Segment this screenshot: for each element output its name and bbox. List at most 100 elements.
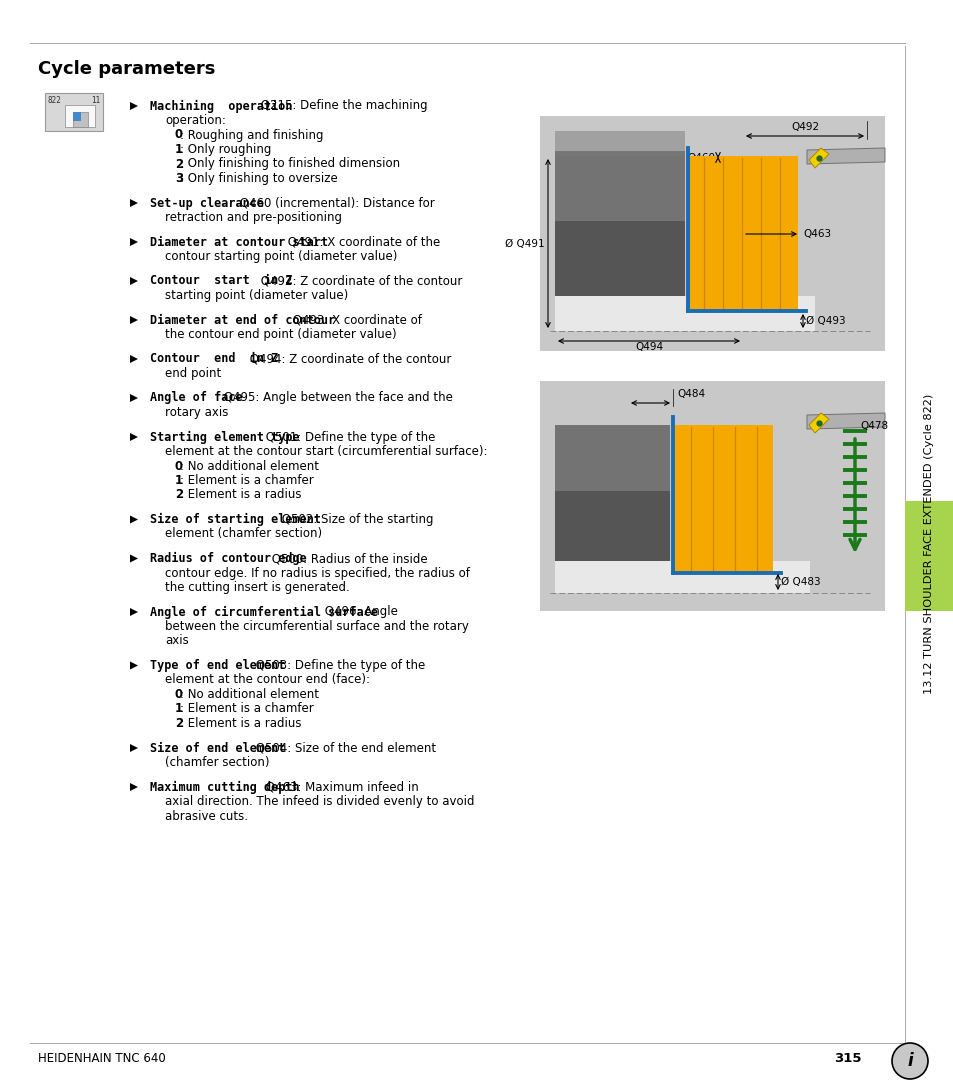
Polygon shape [130,661,138,670]
Bar [687,156,797,311]
Polygon shape [130,199,138,207]
Text: Q492: Q492 [790,122,819,132]
Text: Diameter at contour start: Diameter at contour start [150,236,328,249]
Polygon shape [806,413,884,429]
Text: Q460: Q460 [686,153,714,163]
Text: 315: 315 [833,1053,861,1066]
Text: axis: axis [165,635,189,647]
Bar [555,131,684,161]
Text: : No additional element: : No additional element [180,688,318,702]
Bar [555,296,814,331]
Text: 1: 1 [174,473,183,487]
Bar [45,93,103,131]
Text: axial direction. The infeed is divided evenly to avoid: axial direction. The infeed is divided e… [165,795,474,808]
Bar [65,105,95,127]
Text: Contour  start  in Z: Contour start in Z [150,275,293,288]
Polygon shape [130,238,138,245]
Text: 2: 2 [174,489,183,502]
Text: Q493: X coordinate of: Q493: X coordinate of [289,313,421,326]
Text: Starting element type: Starting element type [150,431,299,444]
Text: Q496: Angle: Q496: Angle [321,606,397,619]
Text: Size of end element: Size of end element [150,742,285,755]
Text: 822: 822 [48,96,62,105]
Text: : Element is a chamfer: : Element is a chamfer [180,473,314,487]
Text: Q500: Radius of the inside: Q500: Radius of the inside [268,552,427,565]
Bar [555,425,669,491]
Bar [555,151,684,311]
Text: Ø Q491: Ø Q491 [505,239,544,249]
Text: Q215: Define the machining: Q215: Define the machining [256,99,427,112]
Polygon shape [130,744,138,752]
Polygon shape [130,516,138,524]
Text: : Element is a radius: : Element is a radius [180,717,301,730]
Text: Q460 (incremental): Distance for: Q460 (incremental): Distance for [235,196,434,209]
Text: Q463: Maximum infeed in: Q463: Maximum infeed in [262,780,418,793]
Text: the cutting insert is generated.: the cutting insert is generated. [165,582,350,594]
Text: Q503: Define the type of the: Q503: Define the type of the [252,659,424,672]
Polygon shape [130,277,138,285]
Polygon shape [130,554,138,563]
Bar [904,501,953,611]
Bar [539,116,884,351]
Polygon shape [130,316,138,324]
Text: Q463: Q463 [802,229,830,239]
Text: 1: 1 [174,143,183,156]
Bar [555,151,684,191]
Text: : Only finishing to oversize: : Only finishing to oversize [180,172,337,185]
Text: end point: end point [165,367,221,380]
Text: contour starting point (diameter value): contour starting point (diameter value) [165,250,397,263]
Polygon shape [130,101,138,110]
Polygon shape [808,148,828,168]
Bar [73,112,88,127]
Text: (chamfer section): (chamfer section) [165,756,269,769]
Text: Q494: Z coordinate of the contour: Q494: Z coordinate of the contour [246,352,451,365]
Text: 11: 11 [91,96,100,105]
Text: 2: 2 [174,157,183,170]
Bar [555,156,684,221]
Text: contour edge. If no radius is specified, the radius of: contour edge. If no radius is specified,… [165,566,470,579]
Bar [555,425,669,573]
Text: 0: 0 [174,459,183,472]
Polygon shape [808,413,828,433]
Text: HEIDENHAIN TNC 640: HEIDENHAIN TNC 640 [38,1053,166,1066]
Text: Type of end element: Type of end element [150,659,285,672]
Text: element at the contour start (circumferential surface):: element at the contour start (circumfere… [165,445,487,458]
Text: between the circumferential surface and the rotary: between the circumferential surface and … [165,620,468,633]
Polygon shape [130,355,138,363]
Bar [672,425,772,573]
Text: Angle of face: Angle of face [150,392,242,405]
Text: : Element is a chamfer: : Element is a chamfer [180,703,314,716]
Text: Radius of contour edge: Radius of contour edge [150,552,307,565]
Text: Ø Q483: Ø Q483 [781,577,820,587]
Text: Q494: Q494 [635,341,662,352]
Text: abrasive cuts.: abrasive cuts. [165,810,248,823]
Text: Ø Q493: Ø Q493 [805,316,844,326]
Polygon shape [130,783,138,791]
Text: Q478: Q478 [859,421,887,431]
Text: Size of starting element: Size of starting element [150,513,320,526]
Text: 0: 0 [174,688,183,702]
Text: the contour end point (diameter value): the contour end point (diameter value) [165,328,396,341]
Text: Angle of circumferential surface: Angle of circumferential surface [150,606,377,619]
Text: 0: 0 [174,129,183,142]
Text: Q484: Q484 [677,389,704,399]
Text: Set-up clearance: Set-up clearance [150,196,264,209]
Text: starting point (diameter value): starting point (diameter value) [165,289,348,302]
Polygon shape [130,608,138,616]
Text: Maximum cutting depth: Maximum cutting depth [150,780,299,793]
Text: operation:: operation: [165,113,226,127]
Text: Q492: Z coordinate of the contour: Q492: Z coordinate of the contour [256,275,462,288]
Text: Q491: X coordinate of the: Q491: X coordinate of the [283,236,439,249]
Polygon shape [130,394,138,401]
Text: element at the contour end (face):: element at the contour end (face): [165,673,370,686]
Text: i: i [906,1052,912,1070]
Bar [73,112,81,121]
Text: retraction and pre-positioning: retraction and pre-positioning [165,211,341,224]
Text: element (chamfer section): element (chamfer section) [165,528,322,540]
Text: : Roughing and finishing: : Roughing and finishing [180,129,323,142]
Text: : Element is a radius: : Element is a radius [180,489,301,502]
Text: Q504: Size of the end element: Q504: Size of the end element [252,742,436,755]
Text: 2: 2 [174,717,183,730]
Text: : No additional element: : No additional element [180,459,318,472]
Text: Q502: Size of the starting: Q502: Size of the starting [278,513,434,526]
